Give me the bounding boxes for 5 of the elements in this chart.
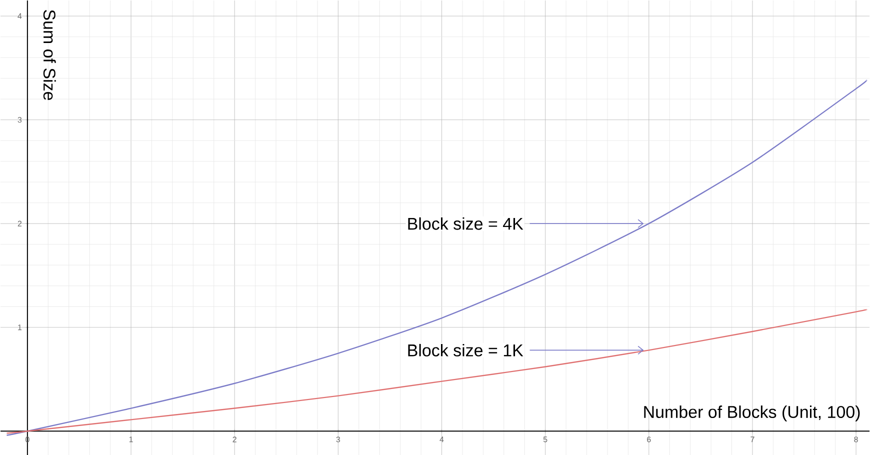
x-axis-title: Number of Blocks (Unit, 100) xyxy=(644,405,860,422)
annotation: Block size = 1K xyxy=(408,344,524,356)
y-axis-title: Sum of Size xyxy=(43,10,56,100)
line-series xyxy=(6,308,867,434)
annotation: Block size = 4K xyxy=(408,217,524,230)
